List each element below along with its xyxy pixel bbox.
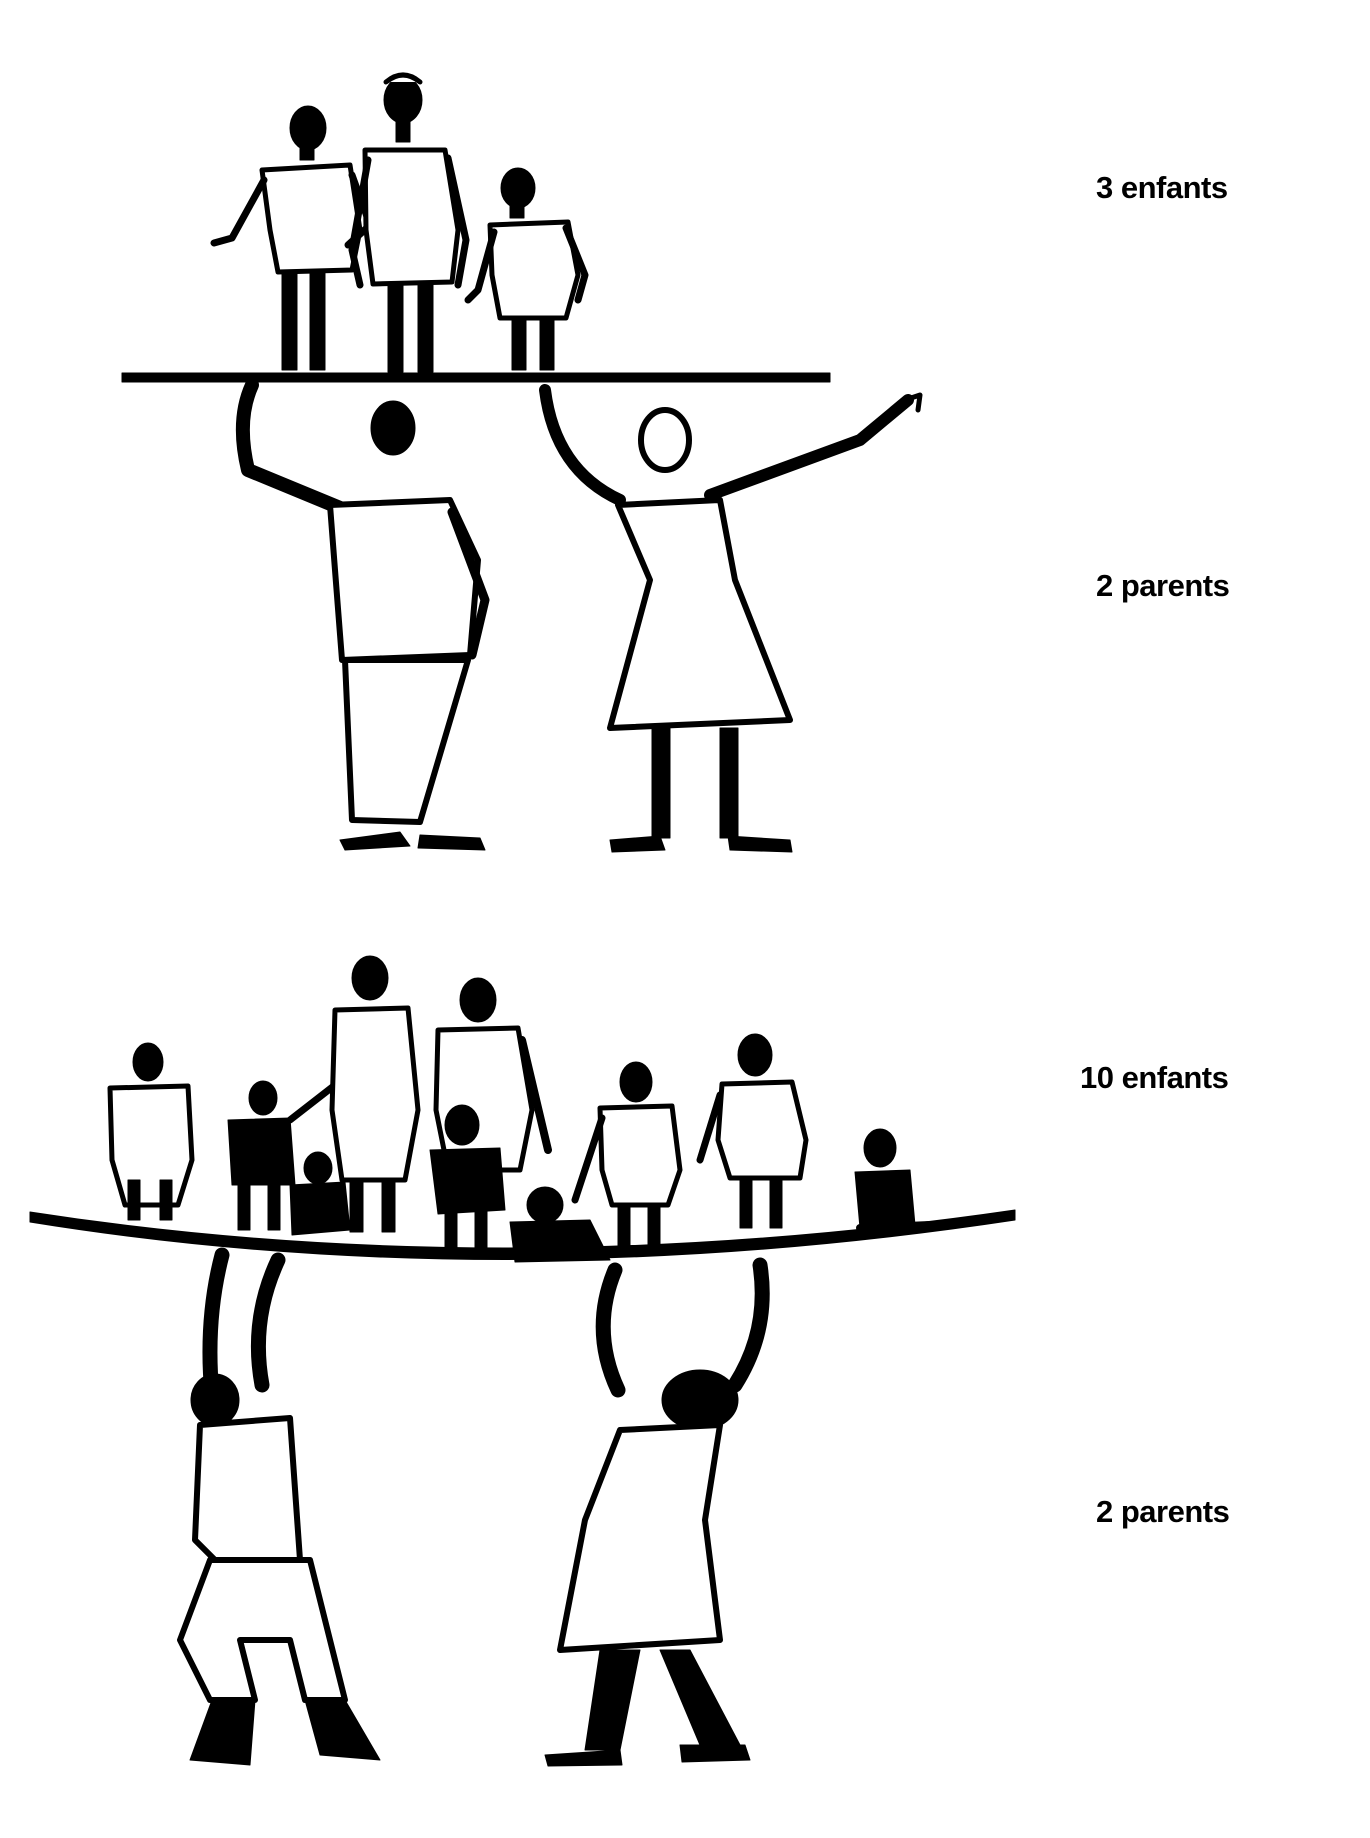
bottom-parent-right (544, 1257, 770, 1767)
bottom-child-7 (509, 1186, 611, 1263)
top-platform (121, 372, 831, 383)
bottom-child-5 (289, 1151, 351, 1236)
top-children-label: 3 enfants (1096, 170, 1228, 205)
top-parent-father (235, 378, 490, 851)
bottom-child-2 (227, 1080, 339, 1231)
top-parents-label: 2 parents (1096, 568, 1230, 603)
top-child-1 (210, 105, 374, 371)
bottom-children-label: 10 enfants (1080, 1060, 1229, 1095)
bottom-child-10 (854, 1128, 934, 1232)
bottom-child-3 (329, 955, 421, 1233)
bottom-platform (29, 1209, 1016, 1260)
bottom-parent-left (177, 1247, 381, 1766)
bottom-child-8 (571, 1061, 683, 1251)
top-parent-mother (539, 384, 923, 853)
bottom-child-9 (696, 1033, 809, 1229)
bottom-child-6 (429, 1104, 506, 1253)
bottom-family-scene (29, 955, 1016, 1767)
top-child-2 (348, 72, 470, 373)
top-family-scene (121, 72, 923, 853)
bottom-parents-label: 2 parents (1096, 1494, 1230, 1529)
top-child-3 (464, 167, 589, 371)
bottom-child-1 (107, 1042, 195, 1221)
